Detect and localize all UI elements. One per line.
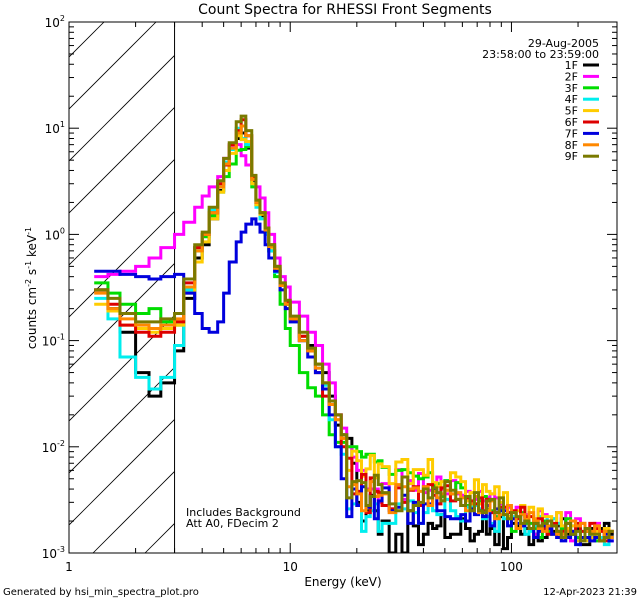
- y-axis-label-mid1: s: [25, 269, 39, 279]
- date-label: 29-Aug-2005: [528, 37, 599, 50]
- background-note: Includes Background: [186, 506, 301, 519]
- legend-label-5F: 5F: [565, 105, 578, 118]
- y-tick-label-exp: 1: [60, 120, 65, 129]
- y-tick-label: 10-3: [42, 545, 65, 561]
- y-tick-label-exp: 2: [60, 14, 65, 23]
- y-tick-label-base: 10: [42, 547, 57, 561]
- y-tick-label: 10-1: [42, 333, 65, 349]
- legend-label-8F: 8F: [565, 139, 578, 152]
- legend-label-7F: 7F: [565, 127, 578, 140]
- y-tick-label-exp: -1: [57, 333, 65, 342]
- y-tick-label: 101: [45, 120, 65, 136]
- y-tick-label-exp: -2: [57, 439, 65, 448]
- legend-label-1F: 1F: [565, 59, 578, 72]
- y-axis-label-exp1: -2: [24, 279, 33, 287]
- y-tick-label-base: 10: [42, 335, 57, 349]
- time-header: 29-Aug-2005 23:58:00 to 23:59:00: [482, 37, 599, 61]
- background-hatch-region: [69, 22, 175, 553]
- legend-label-9F: 9F: [565, 150, 578, 163]
- y-tick-label-base: 10: [45, 122, 60, 136]
- hatch-line: [69, 366, 175, 474]
- generator-credit: Generated by hsi_min_spectra_plot.pro: [3, 587, 199, 598]
- render-timestamp: 12-Apr-2023 21:39: [543, 587, 637, 598]
- legend-label-4F: 4F: [565, 93, 578, 106]
- y-tick-label: 10-2: [42, 439, 65, 455]
- x-tick-label: 1: [65, 560, 73, 574]
- annotation-block: Includes Background Att A0, FDecim 2: [186, 506, 301, 530]
- hatch-line: [69, 22, 105, 58]
- plot-frame: [68, 21, 618, 554]
- hatch-line: [69, 210, 175, 318]
- y-tick-label-exp: -3: [57, 545, 65, 554]
- series-line-9F: [94, 114, 614, 543]
- axis-ticks: [68, 21, 618, 554]
- x-tick-labels: 1 10 100: [65, 560, 523, 574]
- attenuator-note: Att A0, FDecim 2: [186, 517, 279, 530]
- y-axis-label-mid2: keV: [25, 234, 39, 261]
- x-tick-label: 100: [500, 560, 523, 574]
- y-axis-label: counts cm-2 s-1 keV-1: [24, 227, 39, 349]
- y-tick-label-exp: 0: [60, 226, 65, 235]
- time-range-label: 23:58:00 to 23:59:00: [482, 48, 599, 61]
- legend-label-2F: 2F: [565, 70, 578, 83]
- hatch-line: [69, 22, 157, 110]
- y-axis-label-base: counts cm: [25, 287, 39, 349]
- y-tick-label: 100: [45, 226, 65, 242]
- series-group: [94, 114, 614, 553]
- y-tick-label-base: 10: [45, 228, 60, 242]
- y-tick-label: 102: [45, 14, 65, 30]
- legend-label-3F: 3F: [565, 82, 578, 95]
- y-axis-label-exp3: -1: [24, 227, 33, 235]
- y-tick-label-base: 10: [42, 441, 57, 455]
- y-axis-label-exp2: -1: [24, 261, 33, 269]
- x-tick-label: 10: [283, 560, 298, 574]
- y-tick-label-base: 10: [45, 16, 60, 30]
- chart-title: Count Spectra for RHESSI Front Segments: [198, 2, 492, 18]
- hatch-line: [69, 418, 175, 526]
- legend-label-6F: 6F: [565, 116, 578, 129]
- x-axis-label: Energy (keV): [304, 575, 381, 589]
- hatch-line: [69, 158, 175, 266]
